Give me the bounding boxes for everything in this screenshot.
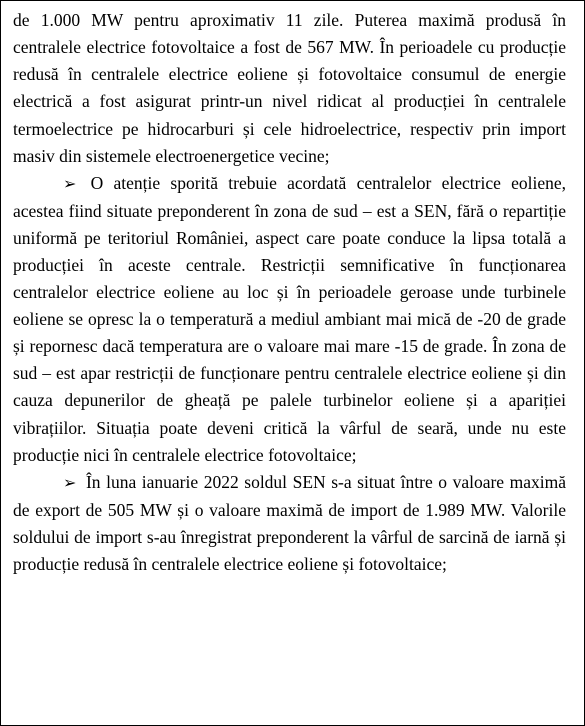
bullet-paragraph: ➢ O atenție sporită trebuie acordată cen… [13, 170, 566, 469]
paragraph-text: În luna ianuarie 2022 soldul SEN s-a sit… [13, 472, 566, 574]
paragraph-continuation: de 1.000 MW pentru aproximativ 11 zile. … [13, 7, 566, 170]
arrow-icon: ➢ [63, 173, 76, 198]
paragraph-text: O atenție sporită trebuie acordată centr… [13, 173, 566, 465]
bullet-paragraph: ➢ În luna ianuarie 2022 soldul SEN s-a s… [13, 469, 566, 578]
document-page: de 1.000 MW pentru aproximativ 11 zile. … [0, 0, 585, 726]
arrow-icon: ➢ [63, 472, 76, 497]
paragraph-text: de 1.000 MW pentru aproximativ 11 zile. … [13, 10, 566, 166]
